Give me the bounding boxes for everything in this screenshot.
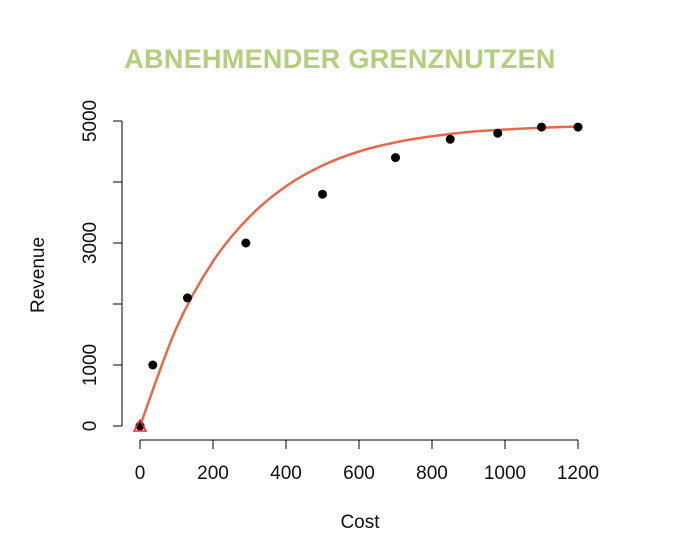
y-tick-label: 3000: [80, 222, 101, 264]
data-point: [493, 128, 503, 138]
data-points-layer: [132, 122, 583, 432]
data-point: [148, 360, 158, 370]
y-axis-label: Revenue: [28, 237, 49, 313]
x-tick-label: 0: [135, 463, 146, 484]
x-tick-label: 800: [416, 463, 448, 484]
data-point: [391, 153, 400, 163]
x-tick-label: 400: [270, 463, 302, 484]
data-point: [241, 238, 251, 248]
axes: 0 200 400 600 800 1000 1200 0 1000 3000 5000: [80, 100, 599, 484]
x-tick-label: 200: [197, 463, 229, 484]
data-point: [573, 122, 583, 132]
x-tick-label: 1000: [484, 463, 526, 484]
y-tick-label: 1000: [80, 344, 101, 386]
data-point: [182, 293, 192, 303]
x-tick-label: 600: [343, 463, 375, 484]
data-point: [537, 122, 546, 132]
data-point: [445, 134, 455, 144]
x-tick-label: 1200: [557, 463, 599, 484]
y-tick-label: 0: [80, 421, 101, 432]
x-axis-label: Cost: [340, 512, 380, 533]
origin-triangle-marker: [132, 418, 148, 432]
fit-curve-line: [138, 125, 580, 428]
data-point: [318, 189, 327, 199]
fit-curve-layer: [138, 125, 580, 428]
y-tick-label: 5000: [80, 100, 101, 142]
chart-title: ABNEHMENDER GRENZNUTZEN: [124, 44, 556, 74]
